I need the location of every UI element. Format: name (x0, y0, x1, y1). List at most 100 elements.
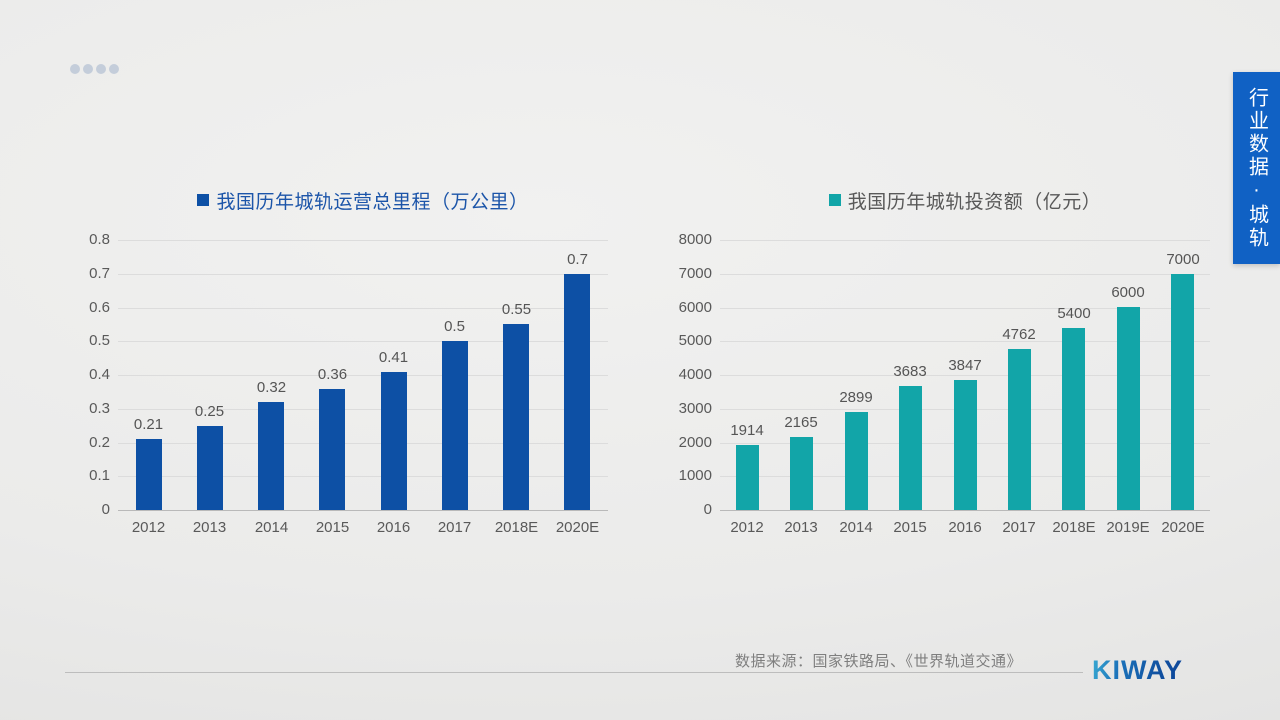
chart-title-investment: 我国历年城轨投资额（亿元） (720, 186, 1210, 214)
bar (258, 402, 284, 510)
y-tick-label: 0.4 (89, 366, 110, 383)
gridline (720, 375, 1210, 376)
x-axis-line (720, 510, 1210, 511)
plot-area-mileage: 0.8 0.7 0.6 0.5 0.4 0.3 0.2 0.1 0 0.21 2012 0.25 201… (89, 231, 608, 536)
bar-value-label: 0.25 (194, 403, 225, 420)
x-tick-label: 2018E (1052, 519, 1096, 536)
y-tick-label: 1000 (678, 467, 712, 484)
y-tick-label: 0.5 (89, 332, 110, 349)
bar-value-label: 2899 (839, 389, 873, 406)
bar-value-label: 5400 (1057, 305, 1091, 322)
y-tick-label: 0 (101, 501, 110, 518)
bar-value-label: 3683 (893, 363, 927, 380)
bar-value-label: 6000 (1111, 284, 1145, 301)
bar (136, 439, 162, 510)
gridline (118, 443, 608, 444)
bar (564, 274, 590, 510)
bar-value-label: 0.7 (567, 251, 588, 268)
bar-value-label: 0.55 (501, 301, 532, 318)
gridline (720, 308, 1210, 309)
gridline (720, 341, 1210, 342)
data-source-note: 数据来源：国家铁路局、《世界轨道交通》 (735, 653, 1023, 670)
x-tick-label: 2015 (893, 519, 927, 536)
x-tick-label: 2016 (948, 519, 982, 536)
y-tick-label: 0.8 (89, 231, 110, 248)
y-tick-label: 4000 (678, 366, 712, 383)
bar (1062, 328, 1085, 510)
bar-value-label: 0.5 (444, 318, 465, 335)
x-tick-label: 2016 (376, 519, 411, 536)
bar (442, 341, 468, 510)
y-tick-label: 0.7 (89, 265, 110, 282)
bar (899, 386, 922, 510)
bar-value-label: 4762 (1002, 326, 1036, 343)
x-tick-label: 2017 (1002, 519, 1036, 536)
y-tick-label: 3000 (678, 400, 712, 417)
x-tick-label: 2013 (192, 519, 227, 536)
bar (954, 380, 977, 510)
gridline (118, 240, 608, 241)
gridline (720, 274, 1210, 275)
gridline (118, 375, 608, 376)
bar (197, 426, 223, 510)
bar (503, 324, 529, 510)
footer-divider (65, 672, 1083, 673)
bar (1008, 349, 1031, 510)
gridline (118, 308, 608, 309)
bar-value-label: 2165 (784, 414, 818, 431)
bar-value-label: 0.41 (378, 349, 409, 366)
gridline (720, 240, 1210, 241)
y-tick-label: 0.6 (89, 299, 110, 316)
dot-icon (109, 64, 119, 74)
bar (736, 445, 759, 510)
bar (845, 412, 868, 510)
gridline (118, 341, 608, 342)
dot-icon (96, 64, 106, 74)
x-tick-label: 2012 (131, 519, 166, 536)
legend-swatch-mileage-icon (197, 194, 210, 206)
bar (1117, 307, 1140, 510)
y-tick-label: 6000 (678, 299, 712, 316)
bar-value-label: 1914 (730, 422, 764, 439)
x-tick-label: 2012 (730, 519, 764, 536)
section-banner-label: 行业数据·城轨 (1245, 86, 1268, 250)
chart-title-investment-label: 我国历年城轨投资额（亿元） (847, 191, 1102, 213)
gridline (118, 409, 608, 410)
x-tick-label: 2013 (784, 519, 818, 536)
x-tick-label: 2014 (839, 519, 873, 536)
y-tick-label: 0.1 (89, 467, 110, 484)
x-tick-label: 2015 (315, 519, 350, 536)
x-axis-line (118, 510, 608, 511)
y-tick-label: 7000 (678, 265, 712, 282)
x-tick-label: 2017 (437, 519, 472, 536)
gridline (118, 476, 608, 477)
bar-value-label: 0.21 (133, 416, 164, 433)
x-tick-label: 2014 (254, 519, 289, 536)
gridline (118, 274, 608, 275)
bar-value-label: 0.32 (256, 379, 287, 396)
y-tick-label: 0.2 (89, 434, 110, 451)
dot-icon (70, 64, 80, 74)
dot-icon (83, 64, 93, 74)
bar (381, 372, 407, 510)
bar (1171, 274, 1194, 510)
x-tick-label: 2020E (555, 519, 600, 536)
legend-swatch-investment-icon (828, 194, 841, 206)
kiway-logo: KIWAY (1092, 655, 1184, 685)
chart-title-mileage: 我国历年城轨运营总里程（万公里） (118, 186, 608, 214)
bar (790, 437, 813, 510)
bar-value-label: 3847 (948, 357, 982, 374)
bar-value-label: 7000 (1166, 251, 1200, 268)
slide-bullet-dots (70, 64, 119, 74)
y-tick-label: 0.3 (89, 400, 110, 417)
x-tick-label: 2020E (1161, 519, 1205, 536)
x-tick-label: 2018E (494, 519, 539, 536)
section-banner: 行业数据·城轨 (1233, 72, 1280, 264)
y-tick-label: 5000 (678, 332, 712, 349)
bar-value-label: 0.36 (317, 366, 348, 383)
y-tick-label: 2000 (678, 434, 712, 451)
y-tick-label: 8000 (678, 231, 712, 248)
bar (319, 389, 345, 510)
y-tick-label: 0 (703, 501, 712, 518)
